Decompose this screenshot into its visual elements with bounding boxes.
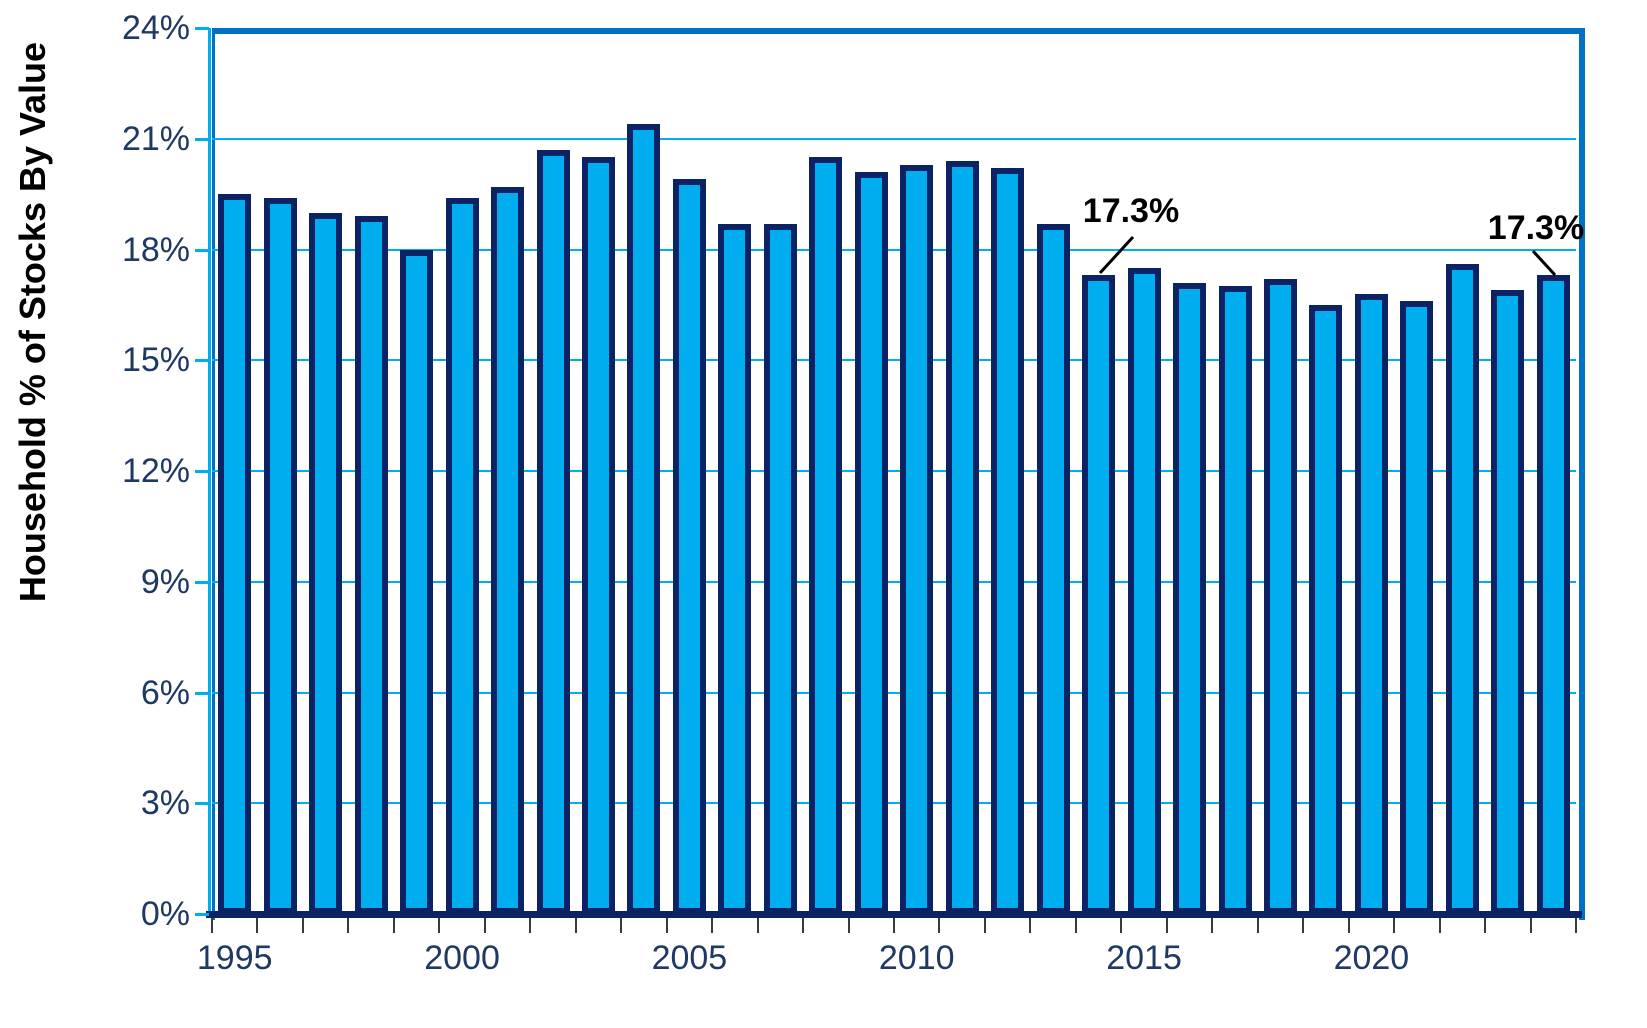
x-tick-mark [938, 918, 941, 933]
bar-2012 [991, 168, 1025, 914]
bar-2017 [1218, 286, 1252, 914]
x-tick-mark [256, 918, 259, 933]
gridline [212, 359, 1576, 362]
y-tick-label: 9% [140, 562, 190, 601]
x-tick-mark [392, 918, 395, 933]
y-tick-label: 18% [121, 230, 190, 269]
x-tick-mark [301, 918, 304, 933]
x-tick-mark [665, 918, 668, 933]
y-axis-title: Household % of Stocks By Value [12, 41, 53, 603]
gridline [212, 691, 1576, 694]
bar-2013 [1036, 223, 1070, 914]
y-tick-mark [195, 691, 209, 695]
x-tick-label: 1995 [196, 939, 273, 977]
x-tick-mark [893, 918, 895, 933]
x-tick-mark [1165, 918, 1168, 933]
y-tick-label: 24% [121, 9, 190, 47]
x-tick-mark [1393, 918, 1396, 933]
y-tick-label: 21% [121, 119, 190, 158]
x-tick-mark [983, 918, 986, 933]
x-tick-mark [802, 918, 805, 933]
y-tick-label: 3% [140, 784, 190, 823]
x-tick-mark [1347, 918, 1350, 933]
x-tick-mark [1529, 918, 1532, 933]
bar-1995 [218, 194, 252, 914]
x-tick-mark [1029, 918, 1032, 933]
y-tick-mark [195, 248, 209, 252]
bar-2021 [1400, 301, 1434, 914]
x-tick-mark [574, 918, 577, 933]
bar-2014 [1082, 275, 1116, 914]
x-tick-label: 2020 [1333, 939, 1410, 977]
bar-2001 [491, 186, 525, 914]
y-tick-mark [195, 580, 209, 584]
bar-2022 [1445, 264, 1479, 914]
x-tick-mark [1211, 918, 1214, 933]
x-tick-mark [211, 918, 213, 933]
gridline [212, 802, 1576, 805]
gridline [212, 248, 1576, 251]
y-tick-label: 15% [121, 341, 190, 380]
x-tick-label: 2000 [424, 939, 500, 977]
x-tick-mark [1575, 918, 1577, 933]
bar-2019 [1309, 304, 1343, 914]
x-tick-label: 2010 [878, 939, 955, 977]
bar-1999 [400, 249, 434, 914]
x-tick-mark [711, 918, 714, 933]
gridline [212, 580, 1576, 583]
x-tick-mark [1302, 918, 1305, 933]
bar-2005 [672, 179, 706, 914]
gridline [212, 470, 1576, 472]
x-tick-label: 2005 [651, 939, 728, 977]
bar-2004 [627, 123, 661, 914]
bar-2016 [1173, 282, 1207, 914]
bar-1996 [263, 197, 297, 914]
y-tick-mark [195, 802, 209, 806]
annotation-label-2024: 17.3% [1487, 209, 1585, 247]
bar-2002 [536, 149, 570, 914]
y-tick-mark [195, 359, 209, 363]
y-axis-line [208, 28, 211, 918]
x-tick-mark [1074, 918, 1077, 933]
x-tick-mark [438, 918, 441, 933]
bar-1998 [354, 216, 388, 914]
bar-2024 [1536, 275, 1570, 914]
bar-2009 [854, 171, 888, 914]
y-tick-label: 12% [121, 452, 190, 490]
bar-2007 [763, 223, 797, 914]
x-tick-mark [483, 918, 486, 933]
bar-2023 [1491, 290, 1525, 914]
x-tick-mark [1120, 918, 1123, 933]
x-tick-mark [847, 918, 850, 933]
y-tick-mark [195, 913, 209, 916]
bar-1997 [309, 212, 343, 914]
x-tick-mark [347, 918, 350, 933]
bar-2006 [718, 223, 752, 914]
bar-2011 [945, 160, 979, 914]
y-tick-mark [195, 470, 209, 473]
gridline [212, 137, 1576, 140]
x-tick-mark [1256, 918, 1259, 933]
bar-2000 [445, 197, 479, 914]
bar-2018 [1263, 279, 1297, 914]
x-tick-mark [529, 918, 532, 933]
x-axis-line [206, 911, 1582, 918]
bar-2003 [581, 157, 615, 914]
x-tick-mark [1438, 918, 1441, 933]
y-tick-label: 6% [140, 673, 190, 712]
annotation-label-2014: 17.3% [1082, 192, 1180, 230]
y-tick-mark [195, 137, 209, 141]
x-tick-mark [1484, 918, 1487, 933]
bar-2008 [809, 157, 843, 914]
x-tick-label: 2015 [1106, 939, 1182, 977]
bar-2010 [900, 164, 934, 914]
bar-2015 [1127, 267, 1161, 914]
x-tick-mark [620, 918, 623, 933]
x-tick-mark [756, 918, 759, 933]
y-tick-mark [195, 27, 209, 30]
y-tick-label: 0% [140, 895, 190, 933]
bar-2020 [1354, 293, 1388, 914]
